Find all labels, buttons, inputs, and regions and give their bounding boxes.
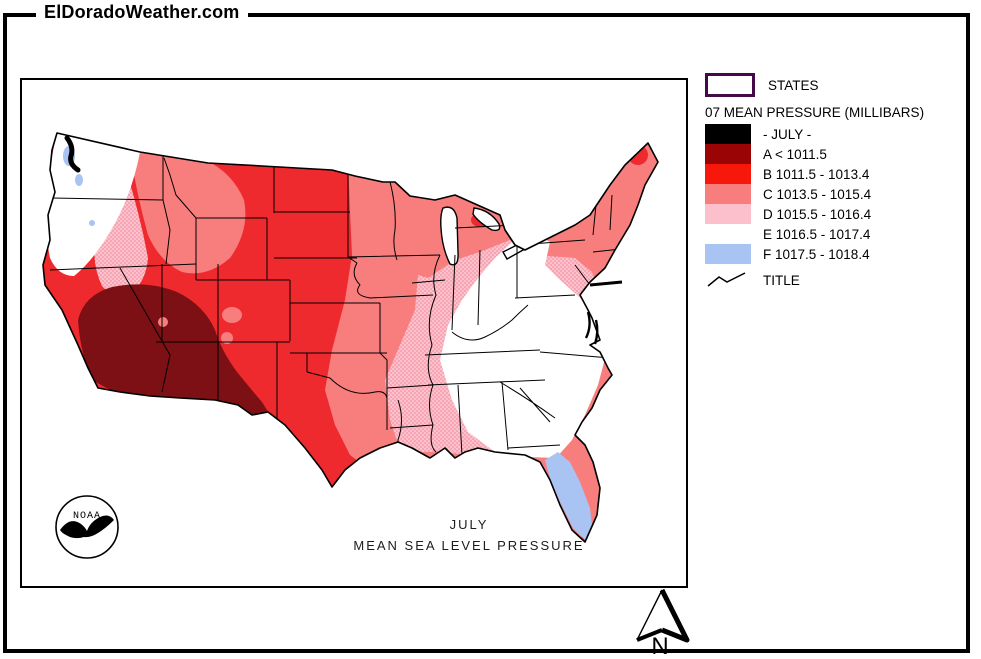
legend-row: F 1017.5 - 1018.4 — [705, 244, 967, 264]
region-f-blue-florida — [545, 452, 592, 540]
north-arrow-left-edge — [636, 589, 663, 641]
pressure-regions — [43, 133, 658, 542]
legend-label-e: E 1016.5 - 1017.4 — [763, 226, 871, 242]
title-line-icon — [707, 272, 746, 287]
legend-label-c: C 1013.5 - 1015.4 — [763, 186, 872, 202]
map-legend: STATES 07 MEAN PRESSURE (MILLIBARS) - JU… — [705, 72, 967, 292]
legend-title-row: TITLE — [705, 268, 967, 292]
map-caption-month: JULY — [449, 517, 489, 532]
legend-label-title: TITLE — [763, 272, 800, 288]
site-title: ElDoradoWeather.com — [36, 2, 248, 23]
north-label: N — [651, 633, 668, 656]
north-arrow-right-edge — [659, 588, 690, 643]
map-frame: JULY MEAN SEA LEVEL PRESSURE NOAA — [20, 78, 688, 588]
noaa-logo-text: NOAA — [73, 511, 101, 522]
legend-label-a: A < 1011.5 — [763, 146, 827, 162]
long-island — [589, 280, 623, 287]
legend-label-july: - JULY - — [763, 126, 812, 142]
north-arrow: N — [636, 588, 690, 656]
noaa-logo: NOAA — [55, 495, 119, 559]
lake-huron — [472, 207, 501, 232]
legend-swatch-d — [705, 204, 751, 224]
map-caption: JULY MEAN SEA LEVEL PRESSURE — [269, 514, 669, 556]
legend-swatch-e — [705, 224, 751, 244]
salmon-spot-colorado — [222, 307, 242, 323]
salmon-spot-colorado-2 — [221, 332, 233, 344]
region-e-white-southeast — [440, 232, 606, 458]
region-a-maroon-southwest — [78, 284, 272, 425]
map-caption-subject: MEAN SEA LEVEL PRESSURE — [353, 538, 585, 553]
legend-row: C 1013.5 - 1015.4 — [705, 184, 967, 204]
region-e-white-northwest — [46, 133, 140, 276]
states-swatch — [705, 73, 755, 97]
region-c-salmon-west — [130, 150, 246, 274]
us-outline — [42, 132, 659, 543]
legend-swatch-a — [705, 144, 751, 164]
legend-row: B 1011.5 - 1013.4 — [705, 164, 967, 184]
legend-swatch-b — [705, 164, 751, 184]
legend-row: A < 1011.5 — [705, 144, 967, 164]
legend-states-row: STATES — [705, 72, 967, 98]
legend-row: - JULY - — [705, 124, 967, 144]
us-pressure-map — [42, 132, 659, 543]
noaa-bird-icon — [60, 515, 114, 539]
lake-michigan — [440, 206, 459, 266]
legend-label-f: F 1017.5 - 1018.4 — [763, 246, 870, 262]
legend-swatch-july — [705, 124, 751, 144]
legend-row: D 1015.5 - 1016.4 — [705, 204, 967, 224]
legend-label-b: B 1011.5 - 1013.4 — [763, 166, 870, 182]
legend-swatch-c — [705, 184, 751, 204]
salmon-spot-utah — [158, 317, 168, 327]
legend-row: E 1016.5 - 1017.4 — [705, 224, 967, 244]
legend-swatch-f — [705, 244, 751, 264]
puget-sound-water — [64, 135, 81, 173]
region-f-blue-spot — [89, 220, 95, 226]
red-spot-maine — [628, 145, 648, 165]
page-border — [3, 13, 970, 653]
legend-label-d: D 1015.5 - 1016.4 — [763, 206, 872, 222]
noaa-logo-circle — [55, 495, 119, 559]
states-label: STATES — [768, 77, 819, 93]
region-f-blue-puget-2 — [75, 174, 83, 186]
north-arrow-bottom-edge — [636, 628, 663, 642]
chesapeake-bay — [584, 311, 599, 345]
legend-heading: 07 MEAN PRESSURE (MILLIBARS) — [705, 105, 925, 120]
